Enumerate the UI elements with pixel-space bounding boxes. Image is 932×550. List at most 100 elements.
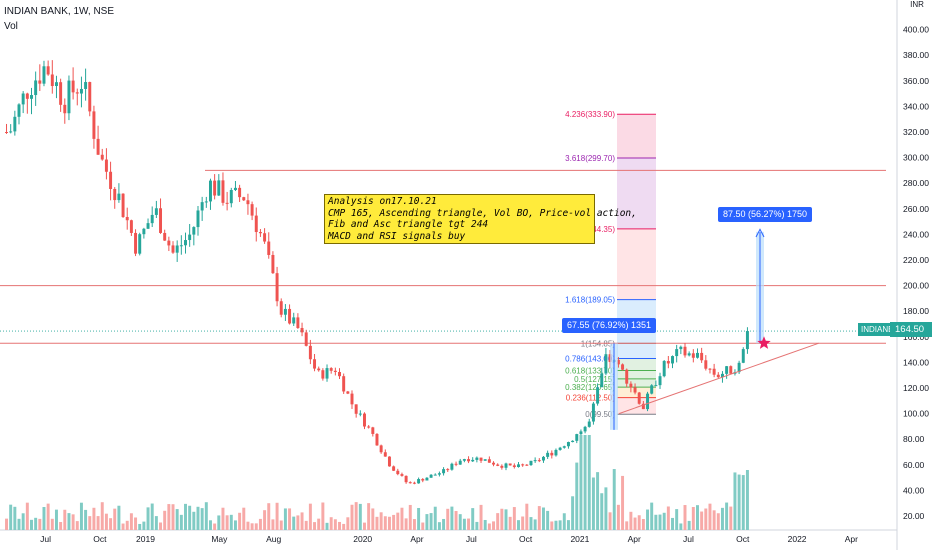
volume-bar xyxy=(479,504,483,530)
volume-bar xyxy=(246,521,250,530)
candle-body xyxy=(446,469,450,471)
volume-bar xyxy=(654,514,658,530)
candle-body xyxy=(712,368,716,375)
candle-body xyxy=(242,197,246,201)
volume-bar xyxy=(363,522,366,530)
candle-body xyxy=(442,469,446,474)
fib-level-label: 0(99.50) xyxy=(585,410,615,419)
y-tick-label: 180.00 xyxy=(903,306,929,316)
volume-bar xyxy=(296,515,300,530)
ticker-tag: INDIANB xyxy=(858,323,897,336)
candle-body xyxy=(283,308,287,315)
candle-body xyxy=(425,477,429,481)
candle-body xyxy=(654,385,658,387)
candle-body xyxy=(521,464,525,466)
y-tick-label: 100.00 xyxy=(903,409,929,419)
candle-body xyxy=(246,200,250,205)
candle-body xyxy=(471,459,475,462)
candle-body xyxy=(525,464,529,466)
candle-body xyxy=(558,447,562,450)
candle-body xyxy=(21,93,25,105)
volume-bar xyxy=(17,518,21,530)
measure-arrowhead xyxy=(755,228,765,238)
x-tick-label: 2019 xyxy=(136,534,155,544)
candle-body xyxy=(154,208,158,215)
candle-body xyxy=(696,352,699,358)
candle-body xyxy=(46,66,50,75)
candle-body xyxy=(354,404,358,414)
y-tick-label: 260.00 xyxy=(903,204,929,214)
candle-body xyxy=(550,452,554,456)
candle-body xyxy=(208,180,212,202)
volume-bar xyxy=(562,513,566,530)
volume-bar xyxy=(117,505,121,530)
volume-bar xyxy=(700,511,704,530)
volume-bar xyxy=(84,509,88,530)
volume-bar xyxy=(550,521,554,530)
candle-body xyxy=(537,460,541,462)
volume-bar xyxy=(517,520,520,530)
candle-body xyxy=(729,366,733,374)
volume-bar xyxy=(279,520,283,530)
candle-body xyxy=(313,359,317,369)
candle-body xyxy=(633,387,637,393)
candle-body xyxy=(500,465,504,468)
measure-badge-right: 87.50 (56.27%) 1750 xyxy=(718,207,813,222)
candle-body xyxy=(400,474,404,476)
volume-bar xyxy=(229,514,233,530)
volume-bar xyxy=(292,516,296,530)
volume-bar xyxy=(454,511,458,530)
candle-body xyxy=(458,460,462,465)
volume-bar xyxy=(308,503,312,530)
volume-bar xyxy=(496,513,500,530)
candle-body xyxy=(67,80,71,114)
candle-body xyxy=(363,413,366,427)
volume-bar xyxy=(263,510,267,530)
candle-body xyxy=(42,66,46,84)
candle-body xyxy=(300,327,304,333)
candle-body xyxy=(708,368,712,370)
volume-bar xyxy=(558,520,562,530)
volume-bar xyxy=(462,518,466,530)
candle-body xyxy=(562,446,566,448)
candle-body xyxy=(375,433,379,446)
volume-bar xyxy=(88,516,92,530)
candle-body xyxy=(533,460,537,462)
candle-body xyxy=(288,308,292,324)
candle-body xyxy=(263,233,267,242)
y-tick-label: 380.00 xyxy=(903,50,929,60)
y-tick-label: 200.00 xyxy=(903,281,929,291)
volume-bar xyxy=(325,522,329,530)
candle-body xyxy=(146,223,150,229)
y-tick-label: 280.00 xyxy=(903,178,929,188)
candle-body xyxy=(616,359,620,365)
volume-bar xyxy=(537,506,541,530)
candle-body xyxy=(641,403,645,410)
volume-bar xyxy=(304,520,308,530)
volume-bar xyxy=(317,518,321,530)
candle-body xyxy=(517,464,520,468)
volume-bar xyxy=(346,517,350,530)
x-tick-label: 2022 xyxy=(788,534,807,544)
candle-body xyxy=(17,104,21,117)
candle-body xyxy=(138,234,142,254)
candle-body xyxy=(104,159,108,172)
volume-bar xyxy=(371,508,375,530)
volume-bar xyxy=(313,522,317,530)
volume-bar xyxy=(34,517,38,530)
volume-bar xyxy=(450,506,454,530)
volume-bar xyxy=(109,518,113,530)
volume-bar xyxy=(729,506,733,530)
volume-bar xyxy=(737,474,741,530)
candle-body xyxy=(429,474,433,478)
volume-bar xyxy=(13,506,17,530)
candle-body xyxy=(50,74,54,87)
volume-bar xyxy=(192,511,196,530)
candle-body xyxy=(675,349,679,357)
volume-bar xyxy=(71,514,75,530)
volume-bar xyxy=(5,518,8,530)
volume-bar xyxy=(591,477,595,530)
volume-bar xyxy=(233,520,237,530)
candle-body xyxy=(200,202,204,211)
